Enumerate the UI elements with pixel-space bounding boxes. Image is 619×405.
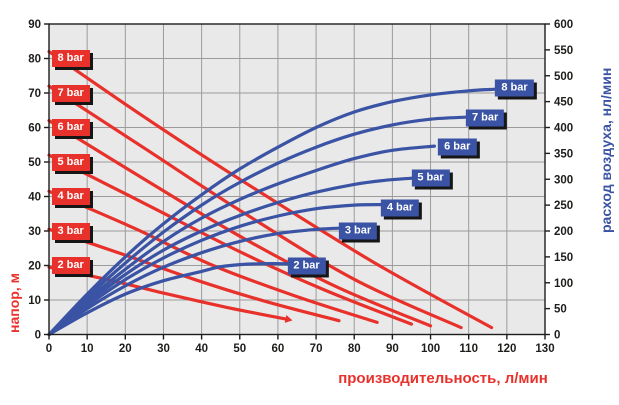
pressure-tag-red-8-bar: 8 bar [51,50,90,67]
right-tick-label: 150 [554,252,573,264]
left-tick-label: 40 [28,192,41,204]
air-curve-2-bar [47,261,303,337]
head-curve-5-bar [47,153,414,326]
x-tick-label: 120 [497,343,516,355]
left-tick-label: 0 [35,330,41,342]
right-tick-label: 350 [554,148,573,160]
right-tick-label: 500 [554,71,573,83]
head-curve-3-bar [47,227,341,323]
head-curve-4-bar [47,189,379,324]
right-tick-label: 200 [554,226,573,238]
pressure-tag-red-2-bar: 2 bar [51,257,90,274]
pressure-tag-blue-8-bar: 8 bar [495,79,534,97]
x-tick-label: 70 [310,343,323,355]
air-curve-6-bar [47,144,436,337]
right-tick-label: 600 [554,19,573,31]
right-tick-label: 400 [554,123,573,135]
pressure-tag-blue-5-bar: 5 bar [411,169,450,187]
left-tick-label: 50 [28,157,41,169]
pressure-tag-blue-4-bar: 4 bar [380,199,420,217]
x-tick-label: 10 [81,343,94,355]
left-tick-label: 10 [28,295,41,307]
right-tick-label: 450 [554,97,573,109]
right-tick-label: 250 [554,200,573,212]
x-tick-label: 50 [233,343,246,355]
right-tick-label: 100 [554,278,573,290]
x-tick-label: 60 [272,343,285,355]
right-axis-title: расход воздуха, нл/мин [598,67,614,233]
air-curve-8-bar [47,87,497,337]
pressure-tag-blue-7-bar: 7 bar [465,109,505,127]
pressure-tag-red-3-bar: 3 bar [51,222,90,240]
left-tick-label: 30 [28,226,41,238]
pressure-tag-blue-6-bar: 6 bar [438,138,477,156]
arrowhead-2-bar [284,315,293,323]
x-tick-label: 80 [348,343,361,355]
head-curve-6-bar [47,119,433,328]
left-tick-label: 80 [28,54,41,66]
x-tick-label: 0 [46,343,52,355]
left-tick-label: 70 [28,88,41,100]
pressure-tag-red-5-bar: 5 bar [51,153,90,171]
x-tick-label: 20 [119,343,132,355]
pressure-tag-red-4-bar: 4 bar [51,188,90,205]
left-axis-title: напор, м [6,273,22,333]
right-tick-label: 300 [554,174,573,186]
pressure-tag-red-7-bar: 7 bar [51,84,90,102]
x-tick-label: 110 [459,343,478,355]
left-tick-label: 20 [28,261,41,273]
x-tick-label: 90 [386,343,399,355]
x-tick-label: 40 [195,343,208,355]
x-tick-label: 100 [421,343,440,355]
pressure-tag-blue-2-bar: 2 bar [287,257,326,275]
right-tick-label: 550 [554,45,573,57]
head-curve-8-bar [47,50,494,330]
air-curve-3-bar [47,226,349,337]
air-curve-4-bar [47,203,387,337]
head-curve-7-bar [47,84,463,330]
left-tick-label: 90 [28,19,41,31]
right-tick-label: 50 [554,304,567,316]
x-tick-label: 130 [535,343,554,355]
head-curve-2-bar [47,265,288,321]
x-axis-title: производительность, л/мин [338,370,548,387]
x-tick-label: 30 [157,343,170,355]
pressure-tag-red-6-bar: 6 bar [51,119,90,136]
left-tick-label: 60 [28,123,41,135]
air-curve-5-bar [47,176,414,337]
pressure-tag-blue-3-bar: 3 bar [338,222,378,240]
air-curve-7-bar [47,115,467,337]
right-tick-label: 0 [554,330,560,342]
